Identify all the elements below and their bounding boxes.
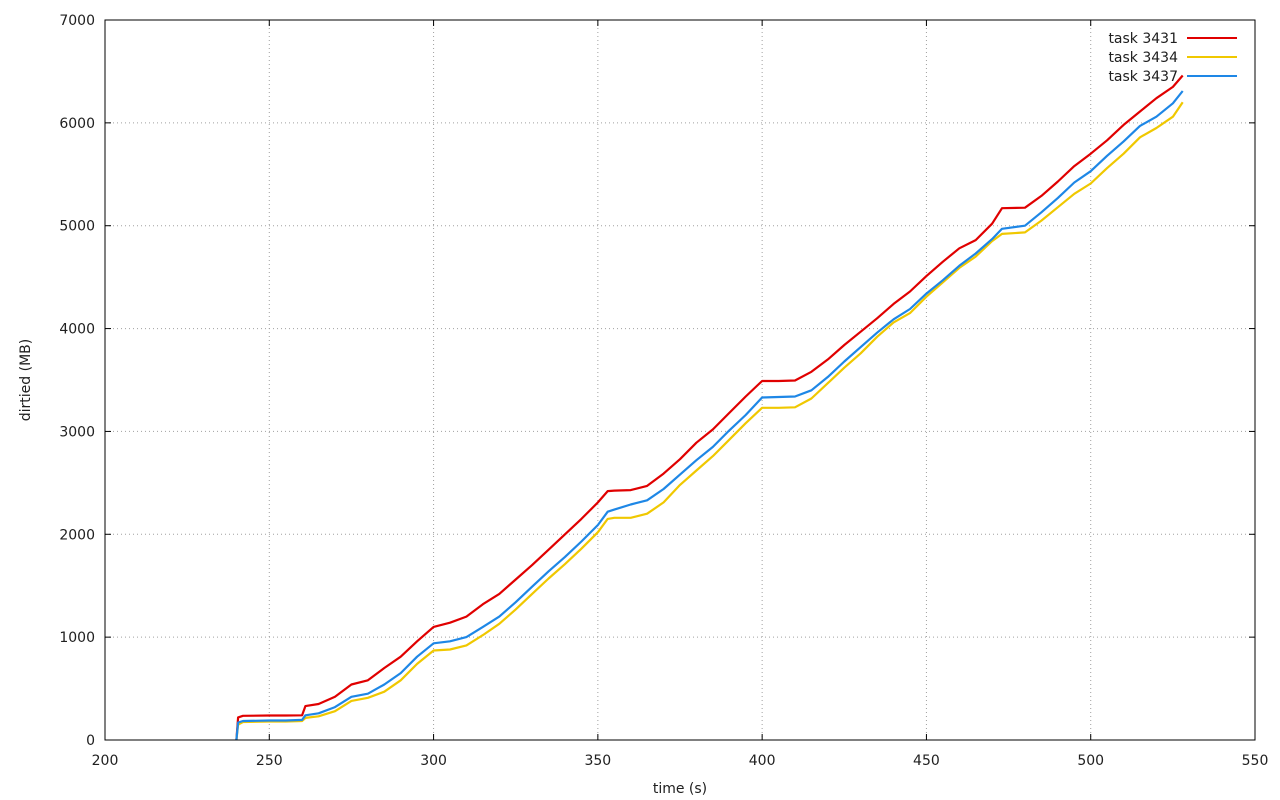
x-axis-label: time (s) [653, 781, 707, 797]
x-tick-label: 400 [749, 753, 776, 769]
y-axis-label: dirtied (MB) [18, 339, 34, 421]
x-tick-label: 500 [1077, 753, 1104, 769]
y-tick-label: 6000 [59, 116, 95, 132]
axis-ticks: 200 250 300 350 400 450 500 550 0 1000 2000 3000 400… [59, 13, 1268, 769]
x-tick-label: 350 [584, 753, 611, 769]
series-line-2 [235, 101, 1184, 741]
y-tick-label: 7000 [59, 13, 95, 29]
y-tick-label: 5000 [59, 219, 95, 235]
x-tick-label: 200 [92, 753, 119, 769]
plot-frame [104, 19, 1256, 741]
x-tick-label: 300 [420, 753, 447, 769]
y-tick-label: 1000 [59, 630, 95, 646]
legend-label: task 3434 [1108, 50, 1178, 66]
legend-label: task 3437 [1108, 69, 1178, 85]
y-tick-label: 0 [86, 733, 95, 749]
legend-label: task 3431 [1108, 31, 1178, 47]
y-tick-label: 2000 [59, 527, 95, 543]
series-line-3 [235, 90, 1184, 741]
y-tick-label: 3000 [59, 424, 95, 440]
x-tick-label: 250 [256, 753, 283, 769]
x-tick-label: 450 [913, 753, 940, 769]
legend: task 3431 task 3434 task 3437 [1108, 31, 1237, 85]
x-tick-label: 550 [1242, 753, 1269, 769]
grid [105, 20, 1255, 740]
series-line-1 [235, 74, 1184, 741]
series-lines [235, 74, 1184, 741]
y-tick-label: 4000 [59, 322, 95, 338]
